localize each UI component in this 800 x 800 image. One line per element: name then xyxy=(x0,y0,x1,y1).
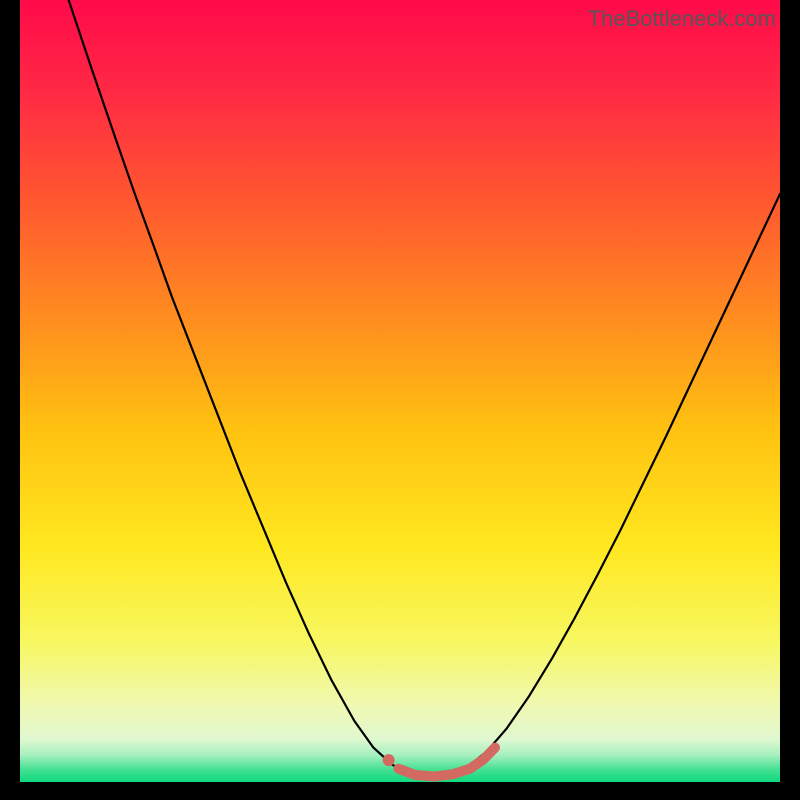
chart-background xyxy=(20,0,780,782)
chart-svg xyxy=(0,0,800,800)
watermark-text: TheBottleneck.com xyxy=(588,6,776,32)
highlight-dot xyxy=(383,754,395,766)
chart-stage: TheBottleneck.com xyxy=(0,0,800,800)
